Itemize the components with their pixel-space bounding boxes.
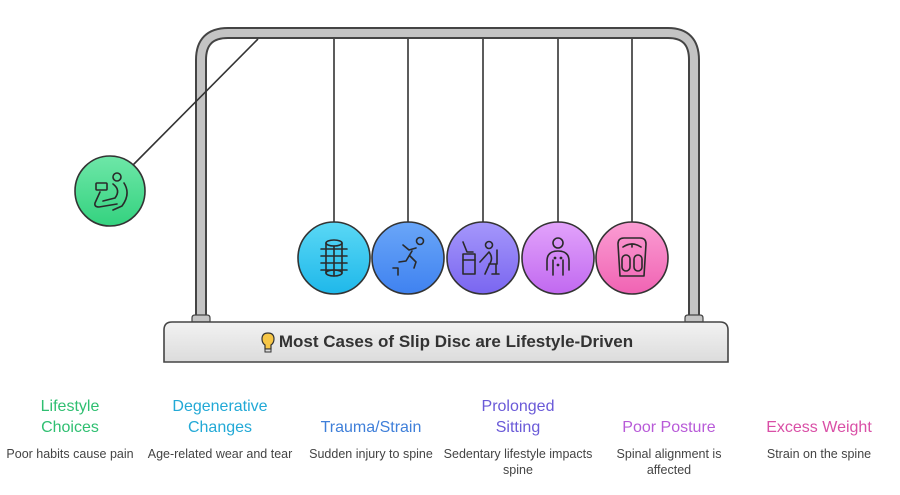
column-title: Prolonged Sitting (443, 396, 593, 438)
title-line: Changes (187, 419, 253, 436)
spine-vertebrae-icon (320, 239, 348, 277)
ball-weight (595, 221, 669, 295)
ball-posture (521, 221, 595, 295)
column-description: Sedentary lifestyle impacts spine (443, 447, 593, 477)
title-line: Sitting (495, 419, 541, 436)
title-line: Prolonged (481, 398, 555, 415)
base-title: Most Cases of Slip Disc are Lifestyle-Dr… (164, 322, 728, 362)
falling-person-icon (392, 236, 425, 276)
person-body-icon (546, 237, 570, 276)
column-title: Lifestyle Choices (0, 396, 145, 438)
column-description: Age-related wear and tear (147, 447, 293, 461)
column-degenerative: Degenerative Changes Age-related wear and… (145, 396, 295, 462)
weighing-scale-icon (617, 237, 647, 277)
column-trauma: Trauma/Strain Sudden injury to spine (296, 396, 446, 462)
column-title: Poor Posture (622, 419, 716, 436)
base-title-text: Most Cases of Slip Disc are Lifestyle-Dr… (278, 332, 634, 351)
title-line: Lifestyle (40, 398, 100, 415)
column-title: Trauma/Strain (320, 419, 422, 436)
column-lifestyle: Lifestyle Choices Poor habits cause pain (0, 396, 145, 462)
column-weight: Excess Weight Strain on the spine (744, 396, 894, 462)
column-description: Sudden injury to spine (309, 447, 433, 461)
column-title: Degenerative Changes (145, 396, 295, 438)
ball-trauma (371, 221, 445, 295)
column-title: Excess Weight (766, 419, 872, 436)
person-at-desk-icon (462, 240, 500, 275)
ball-sitting (446, 221, 520, 295)
ball-lifestyle (74, 155, 146, 227)
column-sitting: Prolonged Sitting Sedentary lifestyle imp… (443, 396, 593, 478)
reclining-laptop-person-icon (94, 172, 128, 211)
cradle-base (163, 321, 729, 363)
lightbulb-icon (261, 332, 275, 353)
pendulum-strings (132, 38, 633, 222)
column-description: Poor habits cause pain (6, 447, 134, 461)
cradle-frame (191, 27, 704, 323)
title-line: Degenerative (172, 398, 268, 415)
column-description: Spinal alignment is affected (616, 447, 722, 477)
ball-degenerative (297, 221, 371, 295)
column-description: Strain on the spine (766, 447, 872, 461)
column-posture: Poor Posture Spinal alignment is affecte… (594, 396, 744, 478)
title-line: Choices (41, 419, 99, 436)
